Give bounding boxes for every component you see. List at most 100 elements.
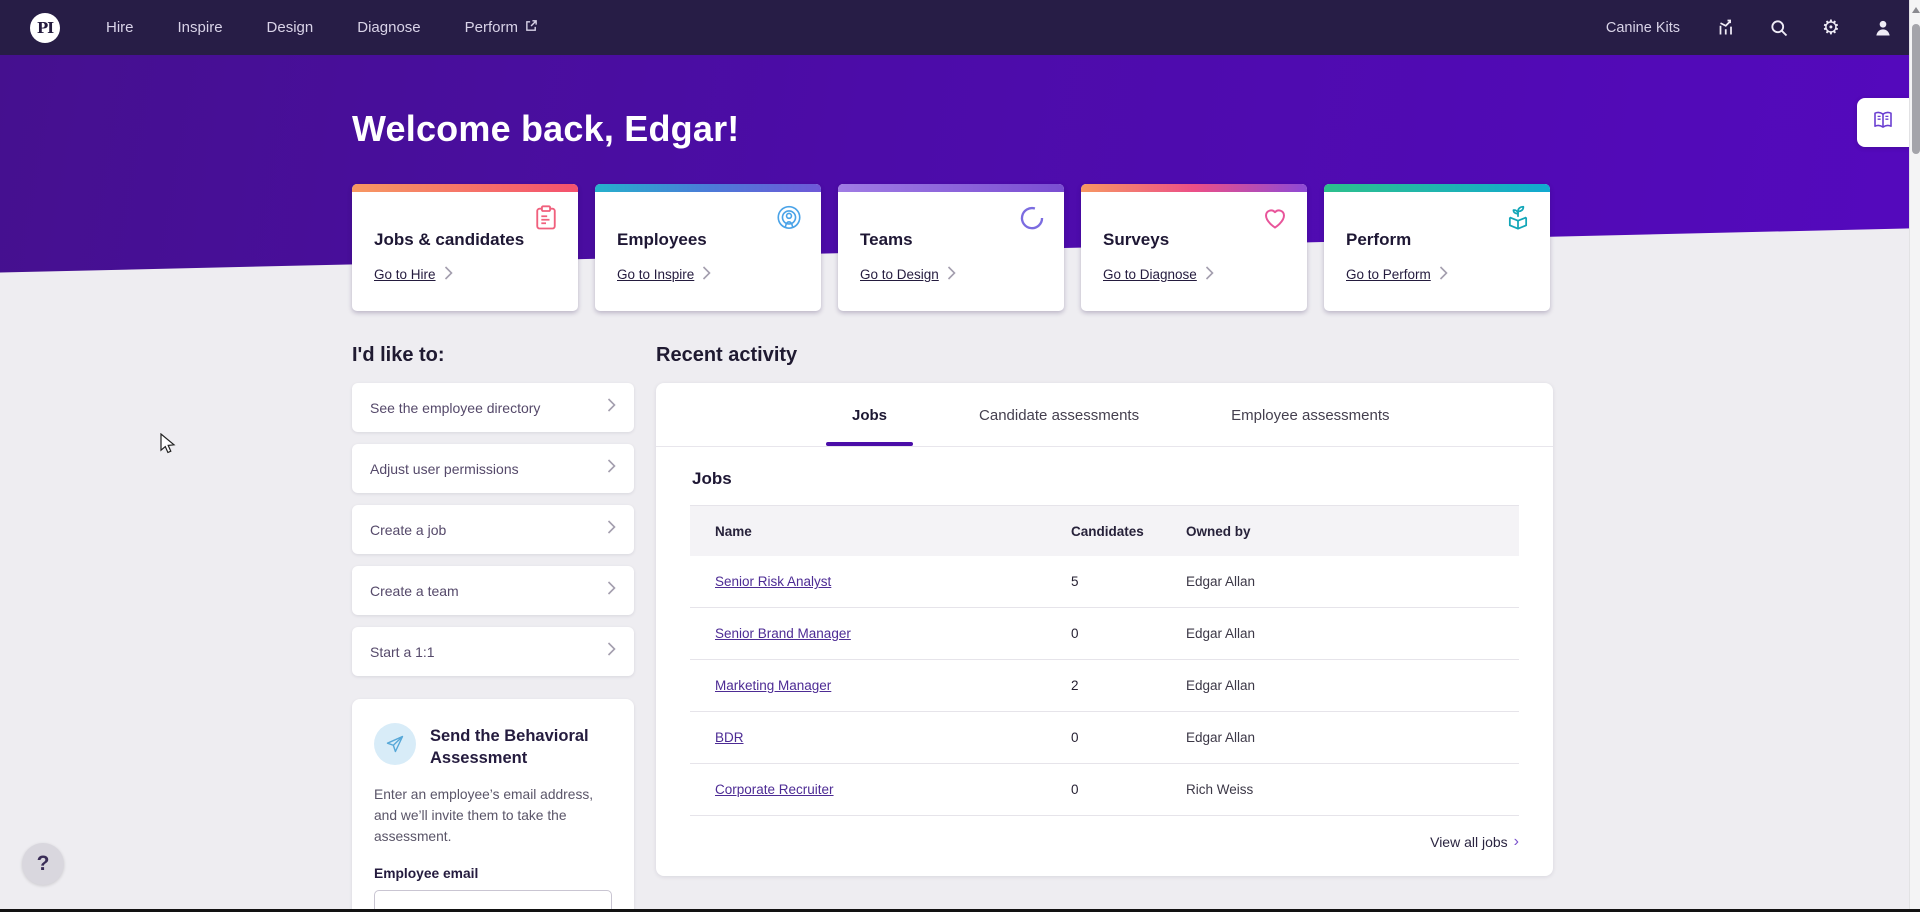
owned-by: Edgar Allan (1186, 730, 1256, 745)
card-gradient-bar (595, 184, 821, 192)
jobs-table-body: Senior Risk Analyst 5 Edgar Allan Senior Br… (690, 556, 1519, 816)
module-card-perform[interactable]: Perform Go to Perform (1324, 184, 1550, 311)
like-item-start-a-1-1[interactable]: Start a 1:1 (352, 627, 634, 676)
profile-icon[interactable] (1872, 17, 1894, 39)
like-item-see-the-employee-directory[interactable]: See the employee directory (352, 383, 634, 432)
account-name[interactable]: Canine Kits (1605, 19, 1680, 36)
settings-icon[interactable]: ⚙ (1822, 17, 1840, 39)
card-go-link[interactable]: Go to Inspire (617, 266, 711, 283)
chevron-right-icon (947, 266, 956, 283)
chevron-right-icon (1439, 266, 1448, 283)
card-gradient-bar (352, 184, 578, 192)
window-bottom-edge (0, 909, 1920, 912)
scrollbar-thumb[interactable] (1911, 24, 1920, 154)
page-scrollbar[interactable] (1909, 0, 1920, 912)
tab-candidate-assessments[interactable]: Candidate assessments (979, 407, 1140, 424)
card-title: Surveys (1103, 230, 1170, 249)
recent-activity-panel: Jobs Candidate assessments Employee assess… (656, 383, 1553, 876)
recent-activity-section: Recent activity Jobs Candidate assessment… (656, 344, 1553, 876)
card-gradient-bar (1081, 184, 1307, 192)
activity-tabs: Jobs Candidate assessments Employee assess… (656, 383, 1553, 447)
clipboard-icon (532, 204, 560, 232)
column-header-name: Name (715, 523, 752, 539)
id-like-to-list: See the employee directory Adjust user pe… (352, 383, 634, 676)
owned-by: Edgar Allan (1186, 574, 1256, 589)
mouse-cursor (160, 432, 177, 461)
tab-employee-assessments[interactable]: Employee assessments (1231, 407, 1390, 424)
id-like-to-heading: I'd like to: (352, 344, 445, 366)
job-name-link[interactable]: Senior Risk Analyst (715, 574, 832, 589)
card-go-link[interactable]: Go to Perform (1346, 266, 1448, 283)
tab-jobs[interactable]: Jobs (826, 407, 914, 446)
help-button[interactable]: ? (22, 843, 64, 885)
table-row: Corporate Recruiter 0 Rich Weiss (690, 764, 1519, 816)
like-item-create-a-team[interactable]: Create a team (352, 566, 634, 615)
chevron-right-icon (607, 520, 616, 539)
card-gradient-bar (1324, 184, 1550, 192)
search-icon[interactable] (1768, 17, 1790, 39)
job-name-link[interactable]: Marketing Manager (715, 678, 832, 693)
owned-by: Rich Weiss (1186, 782, 1254, 797)
module-card-teams[interactable]: Teams Go to Design (838, 184, 1064, 311)
card-title: Perform (1346, 230, 1412, 249)
behavioral-assessment-card: Send the Behavioral Assessment Enter an … (352, 699, 634, 912)
like-item-create-a-job[interactable]: Create a job (352, 505, 634, 554)
job-name-link[interactable]: BDR (715, 730, 744, 745)
chevron-right-icon (607, 398, 616, 417)
chevron-right-icon (444, 266, 453, 283)
chevron-right-icon (607, 642, 616, 661)
book-icon (1870, 108, 1896, 137)
owned-by: Edgar Allan (1186, 626, 1256, 641)
navbar-right: Canine Kits ⚙ (1606, 17, 1894, 39)
employee-email-label: Employee email (374, 865, 479, 881)
pi-logo[interactable]: PI (30, 12, 60, 43)
table-row: Senior Brand Manager 0 Edgar Allan (690, 608, 1519, 660)
resources-book-button[interactable] (1857, 98, 1909, 147)
module-card-employees[interactable]: Employees Go to Inspire (595, 184, 821, 311)
jobs-table-header: Name Candidates Owned by (690, 506, 1519, 556)
assessment-title: Send the Behavioral Assessment (430, 727, 589, 768)
gift-plant-icon (1504, 204, 1532, 232)
nav-item-design[interactable]: Design (266, 19, 314, 36)
module-cards-row: Jobs & candidates Go to Hire Employees Go t… (352, 184, 1550, 311)
view-all-jobs-link[interactable]: View all jobs › (1430, 833, 1519, 851)
chevron-right-icon (607, 581, 616, 600)
paper-plane-icon (374, 723, 416, 765)
candidates-count: 0 (1071, 730, 1079, 745)
person-radar-icon (775, 204, 803, 232)
chevron-right-icon: › (1513, 833, 1519, 850)
primary-nav: Hire Inspire Design Diagnose Perform (106, 19, 538, 36)
card-title: Employees (617, 230, 707, 249)
like-item-adjust-user-permissions[interactable]: Adjust user permissions (352, 444, 634, 493)
card-go-link[interactable]: Go to Design (860, 266, 956, 283)
candidates-count: 0 (1071, 626, 1079, 641)
welcome-heading: Welcome back, Edgar! (352, 108, 740, 149)
recent-activity-heading: Recent activity (656, 344, 798, 366)
jobs-table: Name Candidates Owned by Senior Risk Ana… (690, 505, 1519, 816)
candidates-count: 5 (1071, 574, 1079, 589)
nav-item-hire[interactable]: Hire (106, 19, 134, 36)
column-header-candidates: Candidates (1071, 523, 1144, 539)
table-row: BDR 0 Edgar Allan (690, 712, 1519, 764)
chevron-right-icon (607, 459, 616, 478)
employee-email-input[interactable] (374, 889, 612, 912)
owned-by: Edgar Allan (1186, 678, 1256, 693)
id-like-to-section: I'd like to: See the employee directory A… (352, 344, 634, 912)
external-link-icon (525, 19, 538, 36)
module-card-surveys[interactable]: Surveys Go to Diagnose (1081, 184, 1307, 311)
card-go-link[interactable]: Go to Hire (374, 266, 453, 283)
scrollbar-up-arrow[interactable] (1911, 4, 1920, 16)
nav-item-diagnose[interactable]: Diagnose (357, 19, 421, 36)
card-go-link[interactable]: Go to Diagnose (1103, 266, 1214, 283)
job-name-link[interactable]: Senior Brand Manager (715, 626, 851, 641)
card-gradient-bar (838, 184, 1064, 192)
heart-icon (1261, 204, 1289, 232)
jobs-section-title: Jobs (692, 469, 732, 488)
card-title: Jobs & candidates (374, 230, 525, 249)
nav-item-perform[interactable]: Perform (465, 19, 538, 36)
job-name-link[interactable]: Corporate Recruiter (715, 782, 834, 797)
module-card-jobs-candidates[interactable]: Jobs & candidates Go to Hire (352, 184, 578, 311)
assessment-description: Enter an employee’s email address, and w… (374, 786, 594, 845)
nav-item-inspire[interactable]: Inspire (177, 19, 223, 36)
analytics-icon[interactable] (1716, 17, 1738, 39)
